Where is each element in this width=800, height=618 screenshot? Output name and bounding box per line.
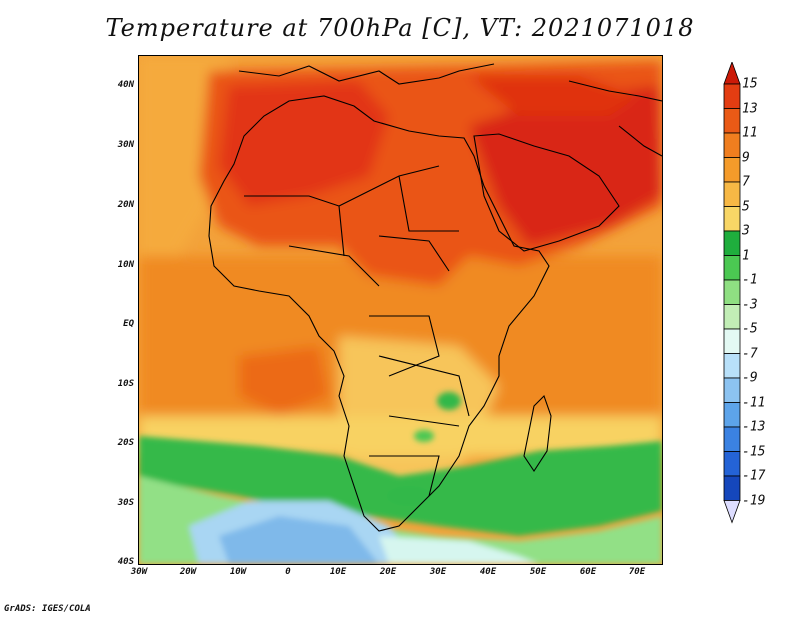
chart-title: Temperature at 700hPa [C], VT: 202107101…	[105, 14, 695, 42]
lon-label: 30W	[130, 567, 148, 577]
colorbar-label: -11	[742, 395, 766, 410]
lon-label: 20W	[179, 567, 197, 577]
lon-label: 30E	[429, 567, 447, 577]
lon-label: 50E	[529, 567, 547, 577]
temperature-field	[139, 56, 662, 564]
colorbar-box	[723, 426, 741, 452]
colorbar-box	[723, 328, 741, 354]
lon-label: 40E	[479, 567, 497, 577]
lat-label: EQ	[123, 319, 134, 329]
colorbar-bottom-triangle	[723, 500, 741, 524]
colorbar-label: -15	[742, 444, 766, 459]
lon-label: 0	[285, 567, 291, 577]
colorbar-top-triangle	[723, 62, 741, 85]
colorbar-box	[723, 279, 741, 305]
colorbar-box	[723, 255, 741, 281]
lon-label: 70E	[628, 567, 646, 577]
colorbar-box	[723, 181, 741, 207]
colorbar-box	[723, 206, 741, 232]
lon-label: 10E	[329, 567, 347, 577]
colorbar-box	[723, 475, 741, 501]
colorbar-label: 3	[742, 223, 750, 239]
lat-label: 40S	[117, 557, 134, 567]
colorbar-box	[723, 377, 741, 403]
coastlines	[208, 63, 662, 532]
colorbar-box	[723, 132, 741, 158]
colorbar-label: -1	[742, 272, 758, 288]
colorbar-box	[723, 402, 741, 428]
colorbar-label: 11	[742, 125, 758, 141]
colorbar-label: -7	[742, 346, 758, 361]
colorbar-label: -17	[742, 468, 766, 484]
colorbar-box	[723, 83, 741, 109]
colorbar-box	[723, 304, 741, 330]
colorbar-label: 15	[742, 76, 758, 92]
colorbar-label: -5	[742, 321, 758, 337]
lat-label: 10N	[117, 260, 134, 270]
colorbar-box	[723, 108, 741, 134]
lat-label: 20S	[117, 438, 134, 448]
lon-label: 20E	[379, 567, 397, 577]
credit-text: GrADS: IGES/COLA	[4, 604, 91, 614]
colorbar-box	[723, 451, 741, 477]
lat-label: 30N	[117, 140, 134, 150]
colorbar-box	[723, 230, 741, 256]
lat-label: 40N	[117, 80, 134, 90]
colorbar-label: -19	[742, 493, 766, 508]
lat-label: 20N	[117, 200, 134, 210]
colorbar-label: 7	[742, 174, 750, 190]
colorbar	[723, 62, 741, 524]
colorbar-label: 13	[742, 101, 758, 116]
temperature-map	[138, 55, 663, 565]
colorbar-box	[723, 353, 741, 379]
lat-label: 10S	[117, 379, 134, 389]
lon-label: 60E	[579, 567, 597, 577]
lat-label: 30S	[117, 498, 134, 508]
lon-label: 10W	[229, 567, 247, 577]
colorbar-label: -13	[742, 419, 766, 435]
colorbar-label: 1	[742, 248, 750, 263]
colorbar-label: 5	[742, 199, 750, 214]
colorbar-box	[723, 157, 741, 183]
colorbar-label: -9	[742, 370, 758, 386]
colorbar-label: 9	[742, 150, 750, 165]
colorbar-label: -3	[742, 297, 758, 312]
